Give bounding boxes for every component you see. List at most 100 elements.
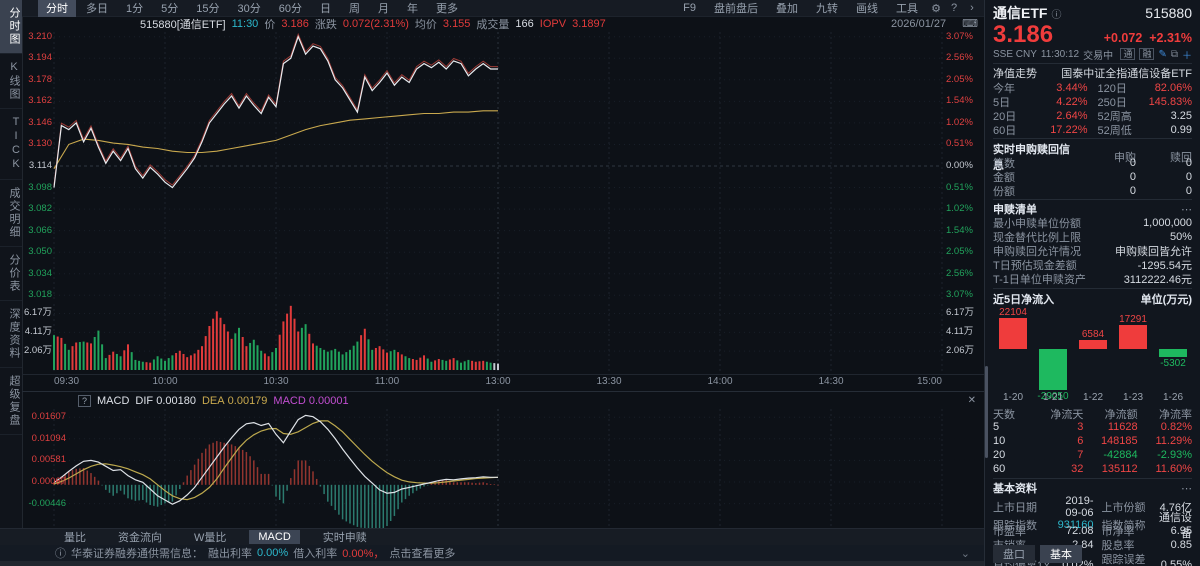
more-icon[interactable]: ⋯ — [1181, 482, 1192, 495]
sidebar-item-tick[interactable]: TICK — [0, 109, 22, 180]
axis-label: 1.54% — [946, 95, 973, 107]
flow-table-row: 10 6 148185 11.29% — [993, 435, 1192, 447]
tab-period-week[interactable]: 周 — [349, 3, 360, 15]
return-row: 20日 2.64% 52周高 3.25 — [993, 110, 1192, 123]
net-inflow-value: 6584 — [1081, 328, 1105, 340]
tab-order-book[interactable]: 盘口 — [993, 545, 1035, 563]
net-inflow-title: 近5日净流入 — [993, 293, 1055, 306]
tools-button[interactable]: 工具 — [896, 3, 918, 15]
f9-button[interactable]: F9 — [683, 2, 696, 14]
realtime-row: 笔数 0 0 — [993, 157, 1192, 170]
collapse-panel-icon[interactable]: › — [970, 2, 974, 14]
volume-chart[interactable]: 6.17万 6.17万 4.11万 4.11万 2.06万 2.06万 — [22, 302, 984, 375]
net-inflow-bar — [999, 318, 1027, 350]
sidebar-item-trade-detail[interactable]: 成交明细 — [0, 180, 22, 247]
return-row: 60日 17.22% 52周低 0.99 — [993, 124, 1192, 137]
tab-period-more[interactable]: 更多 — [436, 3, 458, 15]
period-toolbar: 分时 多日 1分 5分 15分 30分 60分 日 周 月 年 更多 F9 盘前… — [22, 0, 984, 17]
add-icon[interactable]: ＋ — [1182, 50, 1192, 62]
nav-trend-label[interactable]: 净值走势 — [993, 68, 1037, 80]
exchange-currency: SSE CNY — [993, 48, 1037, 60]
tab-money-flow[interactable]: 资金流向 — [118, 532, 162, 544]
net-inflow-bar — [1039, 349, 1067, 390]
overlay-button[interactable]: 叠加 — [776, 3, 798, 15]
tab-realtime-subscription[interactable]: 实时申赎 — [322, 532, 367, 544]
sidebar-item-price-table[interactable]: 分价表 — [0, 247, 22, 301]
axis-label: 3.098 — [28, 181, 52, 193]
macd-panel: ? MACD DIF 0.00180 DEA 0.00179 MACD 0.00… — [22, 391, 984, 529]
info-icon[interactable]: ⓘ — [1051, 9, 1062, 21]
iopv-value: 3.1897 — [572, 17, 606, 30]
volume-label: 成交量 — [476, 18, 510, 31]
panel-scrollbar[interactable] — [985, 366, 988, 458]
tab-period-15min[interactable]: 15分 — [196, 3, 220, 15]
instrument-name: 通信ETF — [993, 5, 1048, 21]
chart-time: 11:30 — [231, 17, 259, 30]
macd-chart[interactable]: 0.01607 0.01094 0.00581 0.00067 -0.00446 — [22, 407, 984, 529]
panel-tab-bar: 盘口 基本 — [993, 545, 1082, 563]
intraday-price-chart[interactable]: 3.210 3.194 3.178 3.162 3.146 3.130 3.114 3.098… — [22, 30, 984, 302]
time-axis-label: 11:00 — [374, 376, 400, 387]
keyboard-icon[interactable]: ⌨ — [962, 18, 978, 30]
short-badge: 融 — [1139, 48, 1155, 60]
time-axis-label: 13:00 — [485, 376, 511, 387]
price-value: 3.186 — [281, 17, 309, 30]
net-inflow-date: 1-23 — [1122, 392, 1143, 403]
left-sidebar: 分时图 K线图 TICK 成交明细 分价表 深度资料 超级复盘 — [0, 0, 23, 528]
avg-label: 均价 — [414, 18, 437, 31]
overlay-icon[interactable]: ⧉ — [1170, 48, 1178, 60]
fund-full-name: 国泰中证全指通信设备ETF — [1061, 68, 1192, 80]
nine-turn-button[interactable]: 九转 — [816, 3, 838, 15]
sidebar-item-kline-chart[interactable]: K线图 — [0, 54, 22, 109]
axis-label: 1.54% — [946, 224, 973, 236]
axis-label: 3.018 — [28, 289, 52, 301]
axis-label: 0.01607 — [31, 411, 66, 423]
borrow-rate-label: 借入利率 — [293, 548, 338, 560]
tab-period-60min[interactable]: 60分 — [278, 3, 302, 15]
tab-volume-ratio[interactable]: 量比 — [64, 532, 86, 544]
flow-table-row: 20 7 -42884 -2.93% — [993, 449, 1192, 461]
avg-price-line — [53, 110, 498, 169]
net-inflow-value: -29050 — [1037, 391, 1069, 402]
net-inflow-value: -5302 — [1160, 357, 1186, 369]
draw-line-button[interactable]: 画线 — [856, 3, 878, 15]
axis-label: 0.51% — [946, 181, 973, 193]
tab-period-intraday[interactable]: 分时 — [38, 0, 76, 17]
edit-icon[interactable]: ✎ — [1158, 48, 1167, 60]
sidebar-item-depth-data[interactable]: 深度资料 — [0, 301, 22, 368]
instrument-code: 515880 — [1145, 5, 1192, 21]
tab-period-30min[interactable]: 30分 — [237, 3, 261, 15]
sidebar-item-super-replay[interactable]: 超级复盘 — [0, 368, 22, 435]
net-inflow-value: 17291 — [1119, 313, 1147, 325]
chevron-down-icon[interactable]: ⌄ — [960, 547, 970, 560]
time-axis-label: 15:00 — [916, 376, 942, 387]
tab-period-year[interactable]: 年 — [407, 3, 418, 15]
tab-w-volume-ratio[interactable]: W量比 — [194, 532, 227, 544]
status-text: 华泰证券融券通供需信息： — [71, 548, 203, 560]
sidebar-item-intraday-chart[interactable]: 分时图 — [0, 0, 22, 54]
more-icon[interactable]: ⋯ — [1181, 203, 1192, 216]
axis-label: 1.02% — [946, 203, 973, 215]
tab-period-1min[interactable]: 1分 — [126, 3, 144, 15]
time-axis-label: 14:30 — [818, 376, 844, 387]
gear-icon[interactable]: ⚙ — [931, 2, 941, 15]
tab-period-month[interactable]: 月 — [378, 3, 389, 15]
basic-info-title: 基本资料 — [993, 483, 1037, 495]
avg-value: 3.155 — [442, 17, 471, 30]
tab-period-5min[interactable]: 5分 — [161, 3, 179, 15]
close-icon[interactable]: ✕ — [967, 395, 976, 406]
tab-basic-info[interactable]: 基本 — [1040, 545, 1082, 563]
indicator-help-icon[interactable]: ? — [78, 394, 92, 407]
axis-label: 3.130 — [28, 138, 52, 150]
see-more-link[interactable]: 点击查看更多 — [389, 548, 456, 560]
help-icon[interactable]: ? — [950, 2, 958, 14]
clipped-bottom-bar — [0, 561, 984, 566]
return-row: 5日 4.22% 250日 145.83% — [993, 96, 1192, 109]
tab-period-day[interactable]: 日 — [320, 3, 331, 15]
tab-macd[interactable]: MACD — [249, 530, 300, 544]
pre-post-market-button[interactable]: 盘前盘后 — [714, 3, 758, 15]
axis-label: 4.11万 — [946, 326, 974, 338]
tab-period-multiday[interactable]: 多日 — [86, 3, 108, 15]
net-inflow-bar — [1119, 324, 1147, 350]
